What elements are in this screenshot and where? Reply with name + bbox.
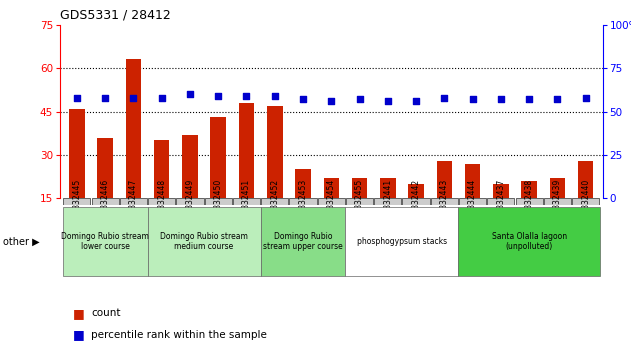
Text: GSM832449: GSM832449 — [186, 179, 194, 225]
FancyBboxPatch shape — [317, 198, 345, 205]
Bar — [97, 138, 113, 198]
Text: other ▶: other ▶ — [3, 236, 40, 247]
Bar — [126, 59, 141, 198]
Bar — [578, 161, 593, 198]
Text: GDS5331 / 28412: GDS5331 / 28412 — [60, 9, 171, 22]
Point — [298, 97, 308, 102]
Text: GSM832452: GSM832452 — [270, 179, 280, 225]
Point — [72, 95, 82, 101]
Point — [581, 95, 591, 101]
Bar — [154, 141, 170, 198]
Point — [213, 93, 223, 99]
Point — [100, 95, 110, 101]
Text: count: count — [91, 308, 121, 318]
Bar — [324, 178, 339, 198]
FancyBboxPatch shape — [63, 198, 90, 205]
FancyBboxPatch shape — [487, 198, 514, 205]
FancyBboxPatch shape — [177, 198, 204, 205]
Point — [524, 97, 534, 102]
Bar — [239, 103, 254, 198]
Text: GSM832440: GSM832440 — [581, 179, 590, 225]
Text: GSM832448: GSM832448 — [157, 179, 166, 225]
FancyBboxPatch shape — [204, 198, 232, 205]
FancyBboxPatch shape — [544, 198, 571, 205]
FancyBboxPatch shape — [261, 198, 288, 205]
Bar — [465, 164, 480, 198]
FancyBboxPatch shape — [148, 207, 261, 276]
Point — [496, 97, 506, 102]
Text: GSM832439: GSM832439 — [553, 179, 562, 225]
Point — [185, 91, 195, 97]
Text: GSM832446: GSM832446 — [101, 179, 110, 225]
Text: GSM832441: GSM832441 — [383, 179, 392, 225]
Text: GSM832443: GSM832443 — [440, 179, 449, 225]
Text: GSM832444: GSM832444 — [468, 179, 477, 225]
FancyBboxPatch shape — [459, 207, 600, 276]
Point — [439, 95, 449, 101]
FancyBboxPatch shape — [459, 198, 486, 205]
Text: GSM832450: GSM832450 — [214, 179, 223, 225]
Point — [156, 95, 167, 101]
Point — [269, 93, 280, 99]
Bar — [380, 178, 396, 198]
FancyBboxPatch shape — [148, 198, 175, 205]
Text: GSM832454: GSM832454 — [327, 179, 336, 225]
FancyBboxPatch shape — [91, 198, 119, 205]
Point — [128, 95, 138, 101]
Bar — [211, 117, 226, 198]
Text: ■: ■ — [73, 307, 85, 320]
Text: GSM832451: GSM832451 — [242, 179, 251, 225]
Bar — [351, 178, 367, 198]
Text: GSM832447: GSM832447 — [129, 179, 138, 225]
Bar — [521, 181, 537, 198]
FancyBboxPatch shape — [290, 198, 317, 205]
Bar — [550, 178, 565, 198]
Text: Santa Olalla lagoon
(unpolluted): Santa Olalla lagoon (unpolluted) — [492, 232, 567, 251]
Point — [355, 97, 365, 102]
FancyBboxPatch shape — [345, 207, 459, 276]
Bar — [295, 169, 311, 198]
Text: GSM832438: GSM832438 — [524, 179, 534, 225]
FancyBboxPatch shape — [233, 198, 260, 205]
Bar — [493, 184, 509, 198]
Point — [552, 97, 562, 102]
FancyBboxPatch shape — [516, 198, 543, 205]
Bar — [69, 109, 85, 198]
Text: GSM832455: GSM832455 — [355, 179, 364, 225]
Text: Domingo Rubio
stream upper course: Domingo Rubio stream upper course — [263, 232, 343, 251]
Text: Domingo Rubio stream
lower course: Domingo Rubio stream lower course — [61, 232, 149, 251]
FancyBboxPatch shape — [572, 198, 599, 205]
Point — [383, 98, 393, 104]
Text: percentile rank within the sample: percentile rank within the sample — [91, 330, 268, 339]
Text: ■: ■ — [73, 328, 85, 341]
Bar — [437, 161, 452, 198]
Bar — [267, 106, 283, 198]
FancyBboxPatch shape — [403, 198, 430, 205]
Text: GSM832453: GSM832453 — [298, 179, 307, 225]
Point — [468, 97, 478, 102]
FancyBboxPatch shape — [120, 198, 147, 205]
FancyBboxPatch shape — [346, 198, 373, 205]
Bar — [182, 135, 198, 198]
Text: GSM832437: GSM832437 — [497, 179, 505, 225]
FancyBboxPatch shape — [431, 198, 458, 205]
Bar — [408, 184, 424, 198]
FancyBboxPatch shape — [261, 207, 345, 276]
Text: GSM832442: GSM832442 — [411, 179, 421, 225]
FancyBboxPatch shape — [62, 207, 148, 276]
Text: GSM832445: GSM832445 — [73, 179, 81, 225]
FancyBboxPatch shape — [374, 198, 401, 205]
Text: Domingo Rubio stream
medium course: Domingo Rubio stream medium course — [160, 232, 248, 251]
Point — [326, 98, 336, 104]
Text: phosphogypsum stacks: phosphogypsum stacks — [357, 237, 447, 246]
Point — [411, 98, 421, 104]
Point — [242, 93, 252, 99]
